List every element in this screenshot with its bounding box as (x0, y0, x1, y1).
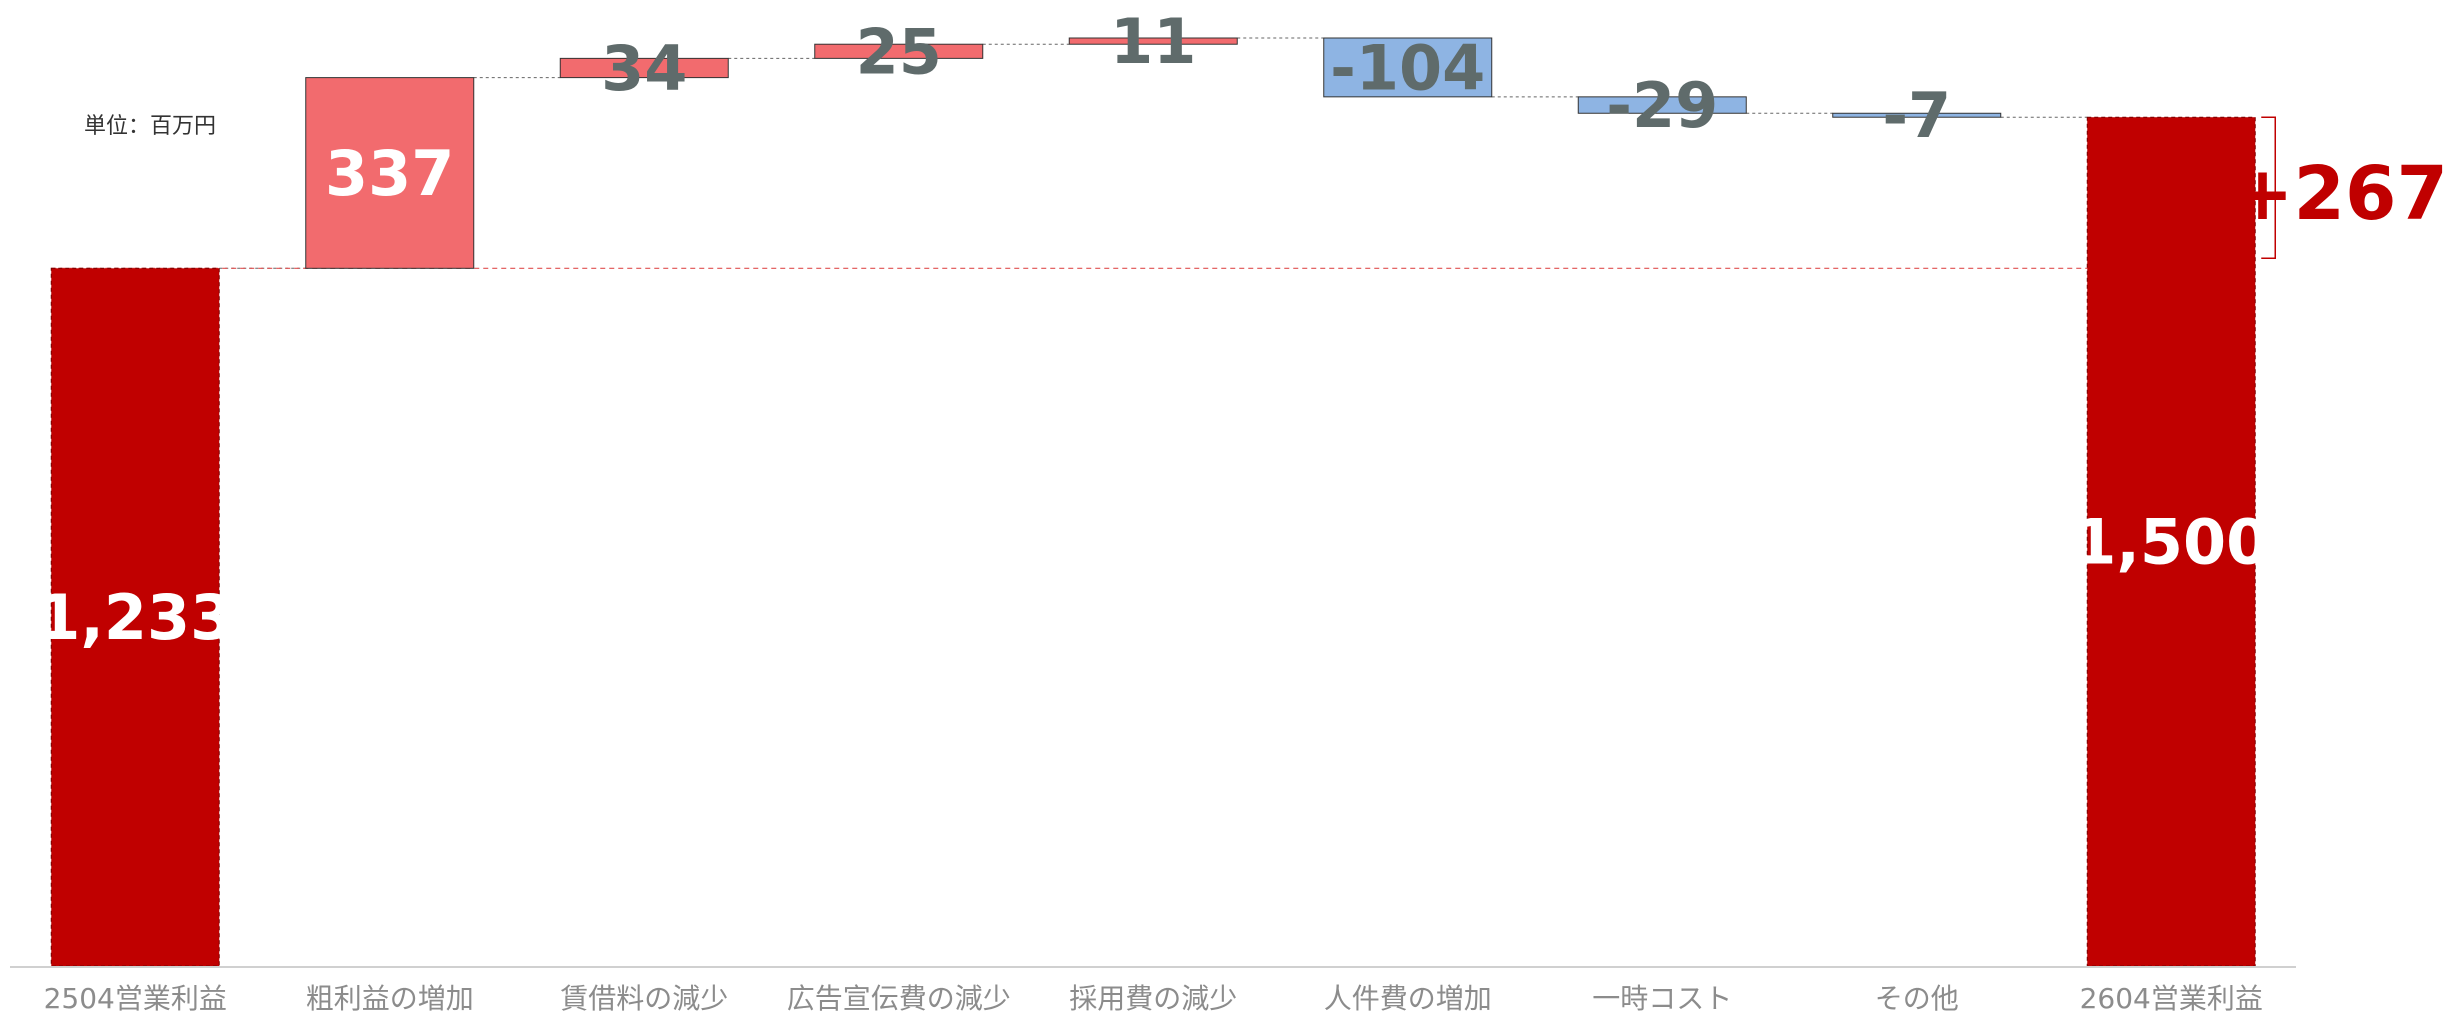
waterfall-bar (50, 267, 220, 967)
unit-label: 単位：百万円 (84, 114, 217, 139)
waterfall-bar (814, 43, 984, 59)
data-label: 25 (856, 15, 942, 88)
category-label: 2604営業利益 (2080, 982, 2263, 1015)
data-label: -104 (1330, 31, 1485, 104)
data-label: 11 (1110, 5, 1196, 78)
category-label: その他 (1875, 982, 1959, 1015)
category-label: 粗利益の増加 (306, 982, 474, 1015)
waterfall-bar (2086, 116, 2256, 967)
delta-bracket (2261, 116, 2276, 260)
waterfall-bar (305, 77, 475, 269)
waterfall-bar (559, 57, 729, 79)
category-label: 2504営業利益 (44, 982, 227, 1015)
category-label: 広告宣伝費の減少 (787, 982, 1011, 1015)
waterfall-bar (1577, 96, 1747, 114)
data-label: 337 (325, 137, 454, 210)
category-label: 人件費の増加 (1324, 982, 1492, 1015)
waterfall-bar (1068, 37, 1238, 45)
category-label: 賃借料の減少 (560, 982, 728, 1015)
data-label: -7 (1882, 79, 1951, 152)
data-label: 34 (601, 32, 687, 105)
data-label: 1,233 (37, 581, 233, 654)
data-label: 1,500 (2073, 506, 2269, 579)
data-label: -29 (1606, 69, 1718, 142)
waterfall-bar (1323, 37, 1493, 98)
delta-label: +267 (2232, 151, 2448, 237)
category-label: 採用費の減少 (1069, 982, 1237, 1015)
category-label: 一時コスト (1592, 982, 1732, 1015)
waterfall-bar (1832, 112, 2002, 118)
